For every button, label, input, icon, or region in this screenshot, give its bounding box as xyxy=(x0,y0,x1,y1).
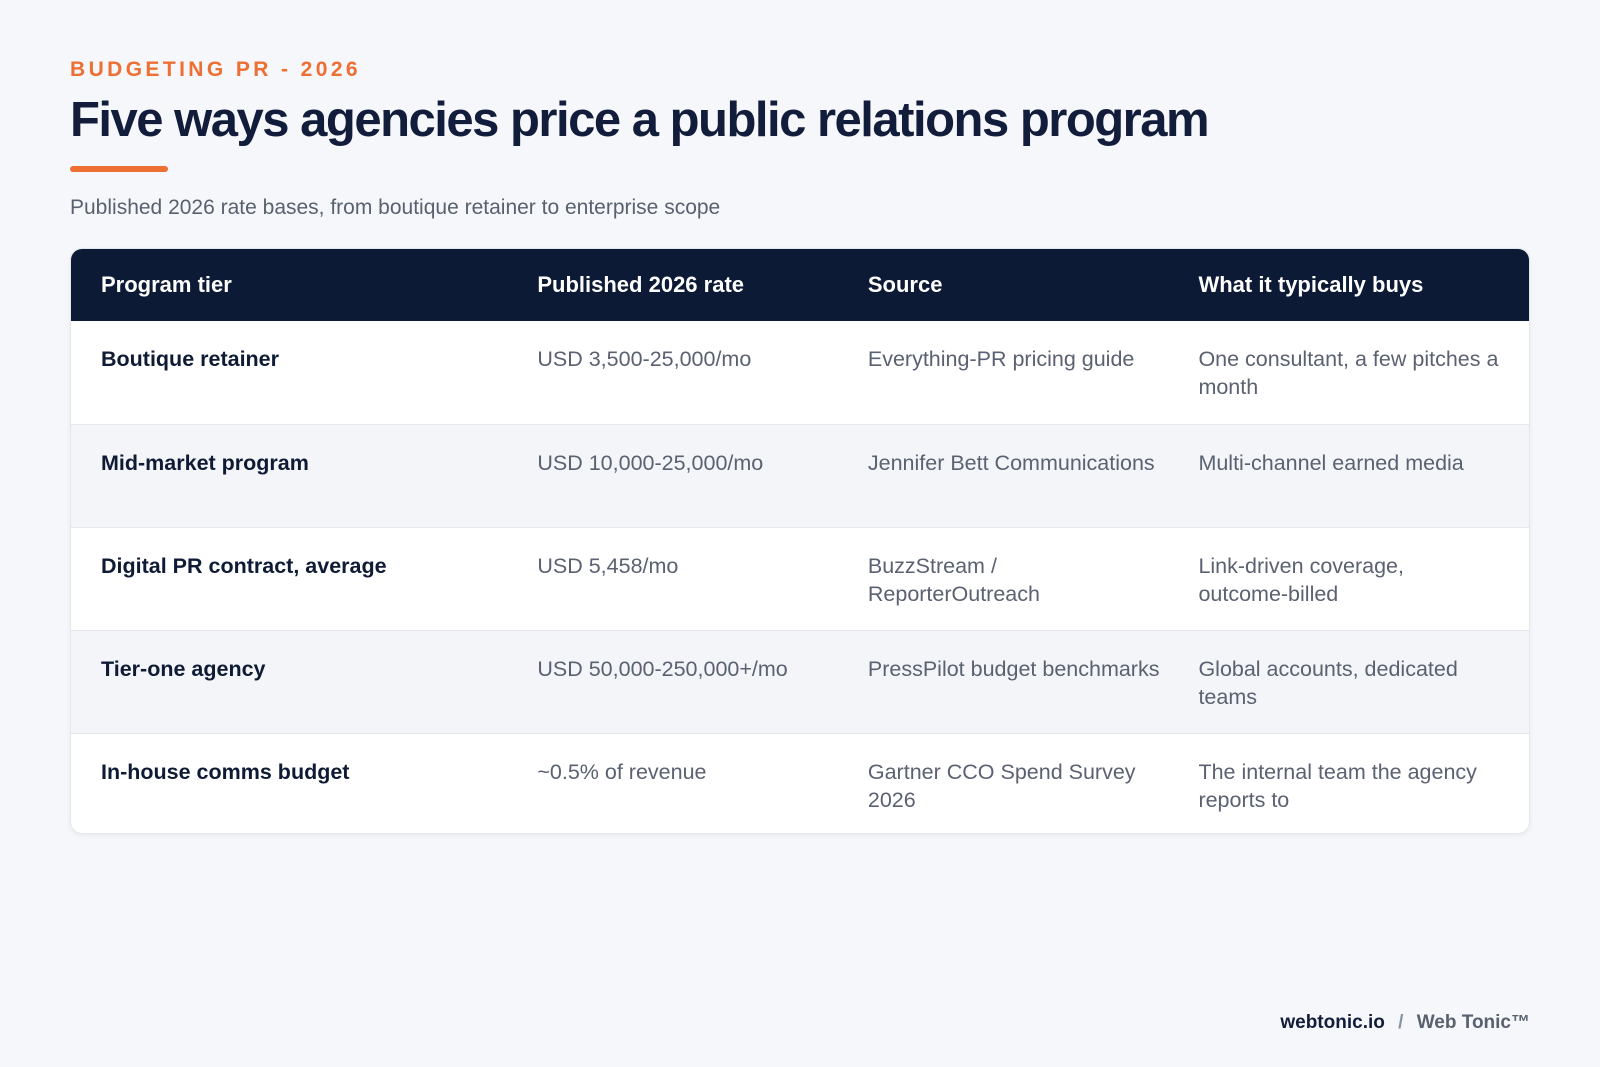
cell-what-it-buys: The internal team the agency reports to xyxy=(1198,760,1477,812)
header-published-rate: Published 2026 rate xyxy=(537,272,745,297)
cell-program-tier: Digital PR contract, average xyxy=(101,554,387,578)
table-row: Boutique retainer USD 3,500-25,000/mo Ev… xyxy=(71,321,1529,424)
cell-published-rate: USD 3,500-25,000/mo xyxy=(537,347,752,371)
cell-program-tier: In-house comms budget xyxy=(101,760,350,784)
footer-separator: / xyxy=(1398,1012,1404,1033)
table-row: Digital PR contract, average USD 5,458/m… xyxy=(71,527,1529,630)
header-program-tier: Program tier xyxy=(101,272,232,297)
cell-source: Everything-PR pricing guide xyxy=(867,347,1135,371)
cell-what-it-buys: Multi-channel earned media xyxy=(1198,451,1464,475)
footer-domain: webtonic.io xyxy=(1280,1012,1385,1033)
cell-published-rate: USD 50,000-250,000+/mo xyxy=(537,657,788,681)
page-subtitle: Published 2026 rate bases, from boutique… xyxy=(70,196,721,219)
cell-program-tier: Boutique retainer xyxy=(101,347,279,371)
cell-what-it-buys: Link-driven coverage, outcome-billed xyxy=(1198,554,1404,606)
footer-credit: webtonic.io / Web Tonic™ xyxy=(1280,1012,1530,1034)
footer-brand: Web Tonic™ xyxy=(1416,1012,1530,1033)
cell-published-rate: USD 10,000-25,000/mo xyxy=(537,451,764,475)
cell-program-tier: Tier-one agency xyxy=(101,657,266,681)
table-row: Tier-one agency USD 50,000-250,000+/mo P… xyxy=(71,630,1529,733)
pricing-table: Program tier Published 2026 rate Source … xyxy=(70,248,1530,834)
cell-published-rate: ~0.5% of revenue xyxy=(537,760,707,784)
cell-what-it-buys: One consultant, a few pitches a month xyxy=(1198,347,1499,399)
cell-published-rate: USD 5,458/mo xyxy=(537,554,679,578)
cell-program-tier: Mid-market program xyxy=(101,451,309,475)
cell-source: Gartner CCO Spend Survey 2026 xyxy=(867,760,1136,812)
eyebrow-label: BUDGETING PR - 2026 xyxy=(70,58,361,81)
header-source: Source xyxy=(867,272,943,297)
cell-what-it-buys: Global accounts, dedicated teams xyxy=(1198,657,1458,709)
table-row: Mid-market program USD 10,000-25,000/mo … xyxy=(71,424,1529,527)
cell-source: PressPilot budget benchmarks xyxy=(867,657,1160,681)
cell-source: Jennifer Bett Communications xyxy=(867,451,1155,475)
cell-source: BuzzStream / ReporterOutreach xyxy=(867,554,1040,606)
table-body: Boutique retainer USD 3,500-25,000/mo Ev… xyxy=(71,321,1529,833)
title-underline xyxy=(70,166,168,172)
header-what-it-buys: What it typically buys xyxy=(1198,272,1424,297)
table-header: Program tier Published 2026 rate Source … xyxy=(71,249,1529,321)
table-row: In-house comms budget ~0.5% of revenue G… xyxy=(71,733,1529,833)
page-title: Five ways agencies price a public relati… xyxy=(70,93,1210,147)
